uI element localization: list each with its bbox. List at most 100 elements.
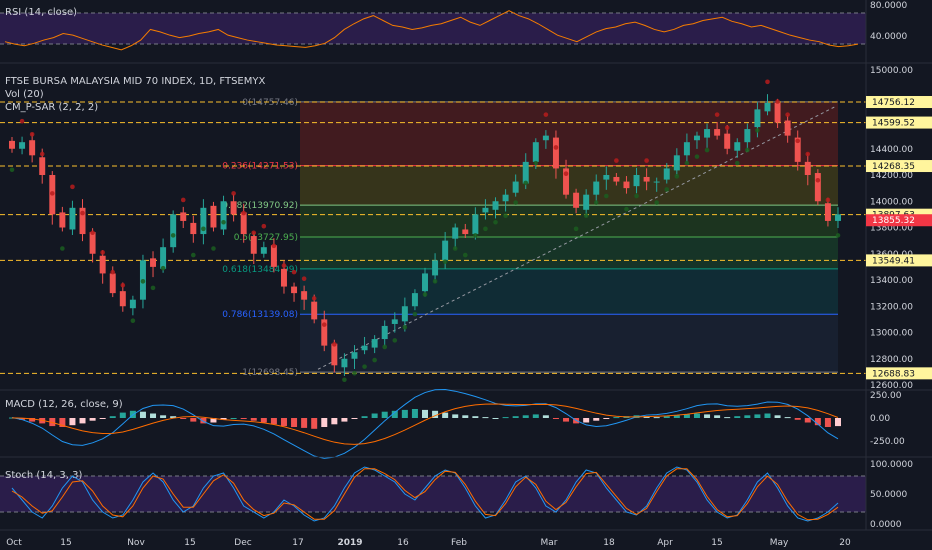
psar-dot (211, 246, 216, 251)
candle-body (99, 255, 106, 274)
fib-level-label: 0.618(13484.99) (222, 265, 298, 275)
psar-dot (503, 213, 508, 218)
price-axis[interactable]: 80.000040.000015000.0014400.0014200.0014… (866, 1, 932, 530)
psar-dot (654, 200, 659, 205)
psar-dot (483, 226, 488, 232)
macd-histogram-bar (190, 418, 197, 422)
psar-dot (563, 171, 569, 176)
price-tag (866, 160, 932, 173)
candle-body (663, 168, 670, 180)
macd-histogram-bar (280, 418, 287, 427)
macd-histogram-bar (230, 418, 237, 419)
macd-histogram-bar (160, 415, 167, 418)
candle-body (391, 319, 398, 324)
candle-body (89, 232, 96, 254)
candle-body (190, 222, 197, 235)
psar-dot (332, 342, 337, 347)
rsi-pane: RSI (14, close) (0, 0, 866, 62)
psar-dot (624, 206, 629, 212)
psar-dot (201, 226, 206, 232)
fib-level-label: 0.236(14271.53) (222, 162, 298, 172)
psar-dot (191, 252, 196, 258)
macd-histogram-bar (29, 418, 36, 422)
psar-dot (160, 265, 166, 271)
psar-dot (9, 167, 15, 173)
psar-dot (352, 370, 357, 376)
symbol-title[interactable]: FTSE BURSA MALAYSIA MID 70 INDEX, 1D, FT… (5, 76, 265, 87)
psar-dot (422, 292, 428, 297)
macd-histogram-bar (210, 418, 217, 423)
stoch-axis-tick: 50.0000 (870, 490, 907, 500)
candle-body (361, 345, 368, 351)
candle-body (774, 102, 781, 123)
macd-histogram-bar (552, 418, 559, 419)
candle-body (291, 286, 298, 294)
macd-histogram-bar (321, 418, 328, 427)
macd-histogram-bar (734, 416, 741, 418)
psar-dot (543, 112, 549, 117)
candle-body (563, 168, 570, 195)
candle-body (311, 301, 318, 320)
candle-body (704, 129, 711, 138)
candle-body (724, 133, 731, 149)
fib-level-label: 1(12698.45) (242, 368, 298, 378)
psar-dot (694, 154, 700, 159)
macd-histogram-bar (603, 418, 610, 419)
candle-body (613, 176, 620, 182)
candle-body (633, 175, 640, 187)
candle-body (39, 157, 46, 175)
candle-body (472, 214, 479, 235)
psar-dot (39, 151, 45, 157)
price-axis-tick: 12800.00 (870, 355, 913, 365)
last-price-tag (866, 214, 932, 227)
price-tag-label: 14599.52 (872, 119, 915, 129)
rsi-axis-tick: 80.0000 (870, 1, 907, 11)
time-axis-label: Nov (127, 538, 145, 548)
candle-body (744, 129, 751, 143)
macd-histogram-bar (240, 418, 247, 419)
candle-body (341, 358, 348, 368)
volume-label[interactable]: Vol (20) (5, 89, 44, 100)
macd-histogram-bar (260, 418, 267, 423)
psar-dot (241, 210, 246, 216)
macd-histogram-bar (250, 418, 257, 421)
candle-body (824, 203, 831, 221)
psar-dot (70, 184, 75, 190)
candle-body (220, 201, 227, 230)
candle-body (280, 268, 287, 287)
time-axis-label: May (770, 538, 789, 548)
price-axis-tick: 14200.00 (870, 171, 913, 181)
psar-dot (442, 259, 448, 264)
psar-dot (493, 219, 498, 225)
psar-label[interactable]: CM_P-SAR (2, 2, 2) (5, 102, 98, 113)
psar-dot (150, 285, 156, 291)
candle-body (260, 247, 267, 254)
macd-histogram-bar (69, 418, 76, 426)
macd-histogram-bar (381, 411, 388, 418)
psar-dot (130, 318, 136, 323)
macd-histogram-bar (170, 416, 177, 418)
price-axis-tick: 14000.00 (870, 197, 913, 207)
macd-histogram-bar (220, 418, 227, 420)
time-axis[interactable]: Oct 15 Nov 15 Dec 17 2019 16 Feb Mar 18 Apr 15 May 20 (6, 538, 851, 548)
price-axis-tick: 13200.00 (870, 302, 913, 312)
candle-body (583, 194, 590, 210)
psar-dot (462, 252, 468, 258)
candle-body (482, 207, 489, 213)
macd-histogram-bar (180, 418, 187, 419)
stoch-label: Stoch (14, 3, 3) (5, 470, 82, 481)
psar-dot (573, 226, 579, 232)
macd-histogram-bar (824, 418, 831, 427)
psar-dot (261, 223, 267, 229)
psar-dot (825, 197, 831, 203)
macd-histogram-bar (291, 418, 298, 427)
macd-axis-tick: 0.00 (870, 414, 890, 424)
price-tag-label: 12688.83 (872, 369, 915, 379)
candle-body (542, 135, 549, 141)
rsi-line (4, 10, 859, 51)
macd-histogram-bar (99, 418, 106, 419)
candle-body (230, 201, 237, 215)
macd-histogram-bar (764, 413, 771, 418)
macd-histogram-bar (139, 411, 146, 418)
